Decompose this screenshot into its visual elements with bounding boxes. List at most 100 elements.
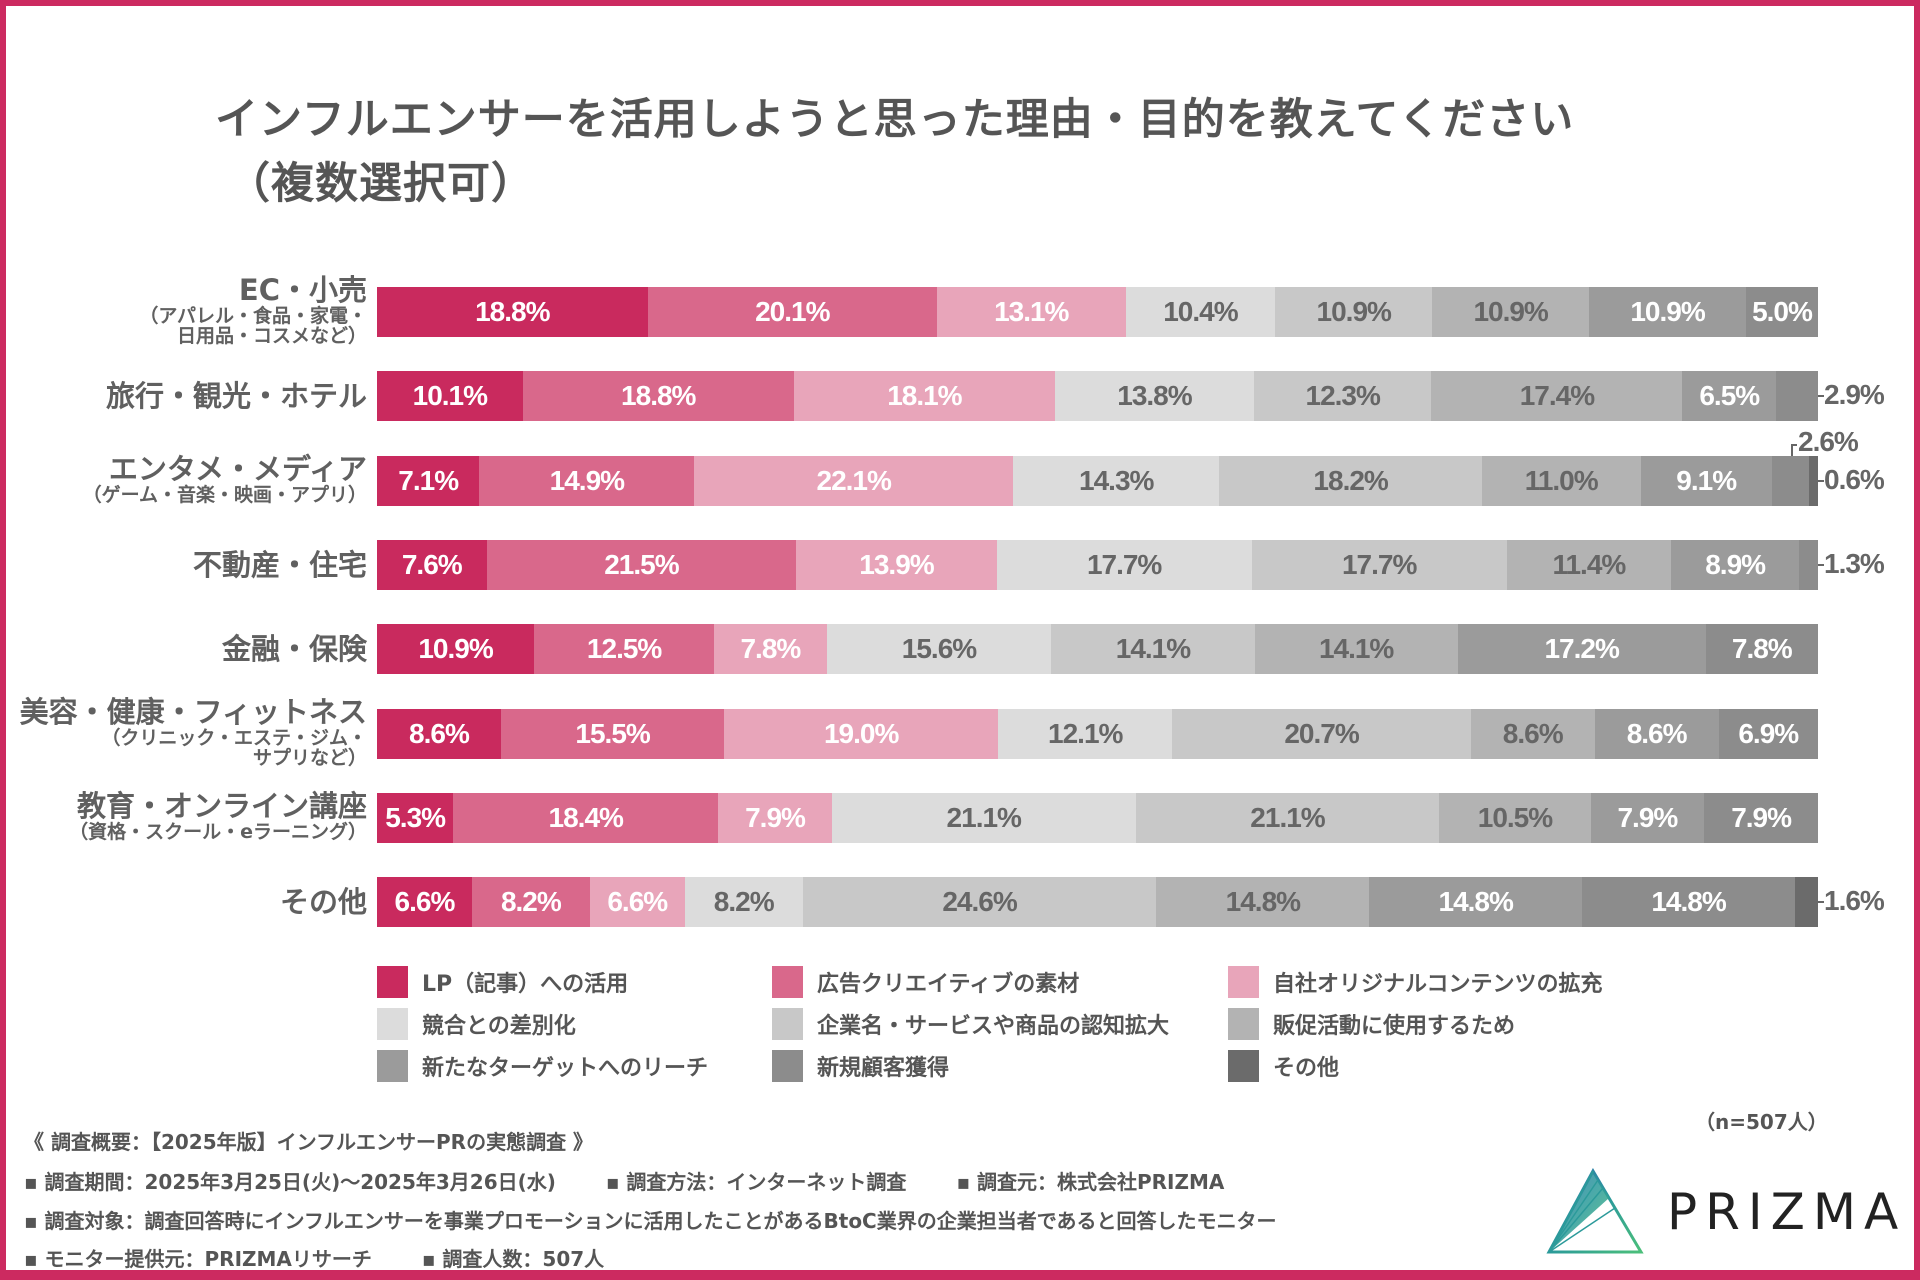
legend-label: 競合との差別化: [422, 1014, 576, 1039]
bar-segment: 10.9%: [1432, 287, 1590, 337]
data-label-outside: 2.9%: [1824, 379, 1885, 411]
legend-label: その他: [1273, 1056, 1340, 1081]
legend-swatch: [772, 966, 803, 998]
leader-line: [1818, 901, 1824, 904]
bar-segment: 17.4%: [1431, 371, 1683, 422]
bar-segment: 12.5%: [534, 624, 715, 675]
leader-line: [1818, 563, 1824, 566]
legend-item: その他: [1228, 1049, 1339, 1083]
data-label: 18.8%: [475, 296, 550, 327]
leader-line: [1790, 443, 1797, 446]
survey-period: ▪ 調査期間：2025年3月25日(火)〜2025年3月26日(水): [24, 1170, 556, 1194]
data-label: 13.9%: [859, 548, 934, 580]
legend-swatch: [1228, 1008, 1259, 1040]
legend-item: LP（記事）への活用: [377, 965, 628, 999]
prizma-logo: PRIZMA: [1545, 1168, 1906, 1256]
data-label: 8.2%: [713, 886, 775, 918]
bar-segment: 24.6%: [802, 877, 1157, 928]
bar-row: 10.9% 12.5% 7.8% 15.6% 14.1% 14.1% 17.2% 7.8%: [377, 624, 1818, 675]
bar-segment: [1776, 371, 1818, 422]
data-label: 17.7%: [1341, 548, 1417, 580]
bar-segment: 10.9%: [1275, 287, 1433, 337]
legend-item: 自社オリジナルコンテンツの拡充: [1228, 965, 1603, 999]
data-label: 10.1%: [412, 380, 488, 412]
bar-segment: 9.1%: [1640, 455, 1772, 506]
bar-segment: 7.8%: [714, 624, 827, 675]
bar-segment: 14.8%: [1369, 877, 1583, 928]
legend-swatch: [772, 1050, 803, 1082]
prism-triangle-icon: [1546, 1168, 1644, 1254]
bar-segment: 6.5%: [1682, 371, 1777, 422]
bar-segment: 13.9%: [796, 539, 997, 590]
data-label: 18.2%: [1313, 464, 1388, 496]
data-label: 17.7%: [1086, 548, 1162, 580]
sample-size-label: （n=507人）: [1695, 1110, 1828, 1134]
bar-segment: 11.0%: [1481, 455, 1641, 506]
data-label: 5.3%: [385, 801, 446, 833]
bar-segment: [1794, 877, 1818, 928]
survey-target: ▪ 調査対象：調査回答時にインフルエンサーを事業プロモーションに活用したことがあ…: [24, 1209, 1277, 1233]
data-label: 10.9%: [1630, 296, 1705, 327]
row-label-main: EC・小売: [238, 273, 367, 307]
row-label: EC・小売 （アパレル・食品・家電・ 日用品・コスメなど）: [139, 274, 367, 346]
row-label: エンタメ・メディア （ゲーム・音楽・映画・アプリ）: [83, 453, 367, 505]
data-label: 17.2%: [1544, 633, 1619, 665]
bar-segment: 15.6%: [826, 624, 1052, 675]
survey-info-line1: ▪ 調査期間：2025年3月25日(火)〜2025年3月26日(水) ▪ 調査方法…: [24, 1166, 1224, 1195]
data-label: 6.6%: [607, 886, 668, 918]
bar-segment: 7.9%: [718, 792, 832, 843]
row-label: 旅行・観光・ホテル: [106, 380, 367, 412]
bar-segment: 6.6%: [377, 877, 472, 928]
data-label: 6.6%: [394, 886, 456, 918]
data-label: 18.4%: [548, 801, 624, 833]
bar-segment: 8.6%: [1470, 708, 1595, 759]
legend-label: 新たなターゲットへのリーチ: [422, 1056, 709, 1081]
data-label: 9.1%: [1676, 464, 1737, 496]
row-label-sub: サプリなど）: [252, 746, 367, 769]
chart-title: インフルエンサーを活用しようと思った理由・目的を教えてください （複数選択可）: [215, 88, 1574, 216]
monitor-provider: ▪ モニター提供元：PRIZMAリサーチ: [24, 1247, 372, 1271]
bar-segment: 15.5%: [500, 708, 725, 759]
legend-swatch: [1228, 1050, 1259, 1082]
bar-row: 7.6% 21.5% 13.9% 17.7% 17.7% 11.4% 8.9%: [377, 539, 1818, 590]
row-label-main: その他: [279, 885, 367, 920]
row-label-main: 不動産・住宅: [192, 547, 367, 582]
bar-segment: 22.1%: [694, 455, 1014, 506]
bar-segment: 21.1%: [1135, 792, 1440, 843]
row-label-main: 教育・オンライン講座: [76, 788, 367, 823]
row-label: 教育・オンライン講座 （資格・スクール・eラーニング）: [69, 790, 367, 842]
bar-segment: 20.1%: [647, 287, 937, 337]
bar-segment: 10.4%: [1125, 287, 1276, 337]
data-label: 5.0%: [1752, 296, 1813, 327]
bar-segment: 19.0%: [724, 708, 999, 759]
legend-swatch: [772, 1008, 803, 1040]
data-label-outside: 0.6%: [1824, 463, 1885, 495]
bar-segment: 10.9%: [377, 624, 535, 675]
bar-segment: 5.0%: [1746, 287, 1818, 337]
bar-segment: 14.1%: [1254, 624, 1458, 675]
row-label: その他: [280, 886, 367, 918]
data-label: 17.4%: [1519, 380, 1595, 412]
bar-segment: 5.3%: [377, 792, 454, 843]
data-label: 13.1%: [994, 296, 1069, 327]
bar-segment: 17.7%: [1251, 539, 1507, 590]
data-label: 10.9%: [1473, 296, 1548, 327]
bar-segment: 12.1%: [998, 708, 1173, 759]
bar-segment: 18.4%: [453, 792, 719, 843]
row-label-main: 美容・健康・フィットネス: [19, 694, 367, 729]
legend-item: 競合との差別化: [377, 1007, 576, 1041]
row-label: 不動産・住宅: [193, 549, 367, 581]
legend-label: 新規顧客獲得: [817, 1056, 950, 1081]
bar-segment: 7.9%: [1590, 792, 1705, 843]
legend-swatch: [1228, 966, 1259, 998]
data-label: 19.0%: [823, 717, 899, 749]
survey-heading: 《 調査概要：【2025年版】インフルエンサーPRの実態調査 》: [24, 1130, 594, 1154]
data-label: 7.8%: [740, 633, 801, 665]
bar-segment: 14.3%: [1013, 455, 1220, 506]
bar-row: 5.3% 18.4% 7.9% 21.1% 21.1% 10.5% 7.9% 7.9%: [377, 792, 1818, 843]
chart-title-line2: （複数選択可）: [227, 159, 535, 209]
data-label: 18.1%: [887, 380, 962, 412]
data-label: 12.3%: [1305, 380, 1381, 412]
row-label: 美容・健康・フィットネス （クリニック・エステ・ジム・ サプリなど）: [20, 696, 367, 768]
legend-label: 企業名・サービスや商品の認知拡大: [817, 1014, 1170, 1039]
